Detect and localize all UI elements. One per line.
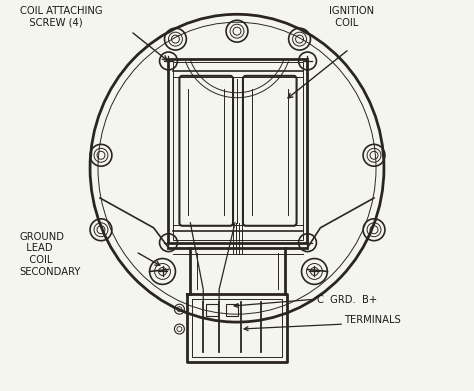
Text: TERMINALS: TERMINALS [344,315,401,325]
Text: GROUND
  LEAD
   COIL
SECONDARY: GROUND LEAD COIL SECONDARY [19,232,81,276]
Text: COIL ATTACHING
   SCREW (4): COIL ATTACHING SCREW (4) [19,6,102,28]
Text: IGNITION
  COIL: IGNITION COIL [329,6,374,28]
Text: C  GRD.  B+: C GRD. B+ [318,295,378,305]
